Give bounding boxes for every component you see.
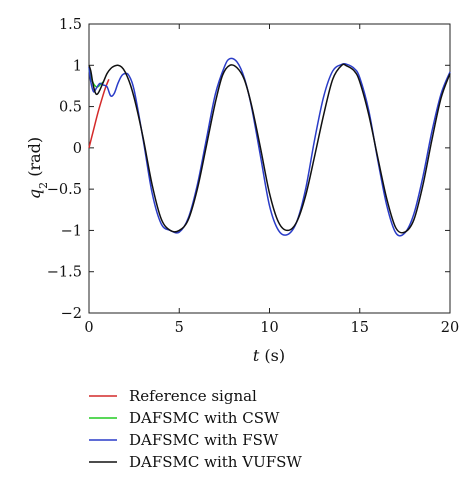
legend-label-csw: DAFSMC with CSW [129, 409, 280, 427]
x-axis-label: t (s) [253, 346, 285, 365]
x-tick-label: 0 [84, 320, 93, 336]
legend-label-reference: Reference signal [129, 387, 257, 405]
y-tick-label: 0 [73, 141, 82, 157]
x-tick-label: 10 [260, 320, 278, 336]
axis-ticks: 0 5 10 15 20 1.5 1 0.5 0 −0.5 −1 −1.5 −2 [47, 17, 459, 336]
plot-area [88, 23, 451, 314]
legend-label-fsw: DAFSMC with FSW [129, 431, 279, 449]
y-tick-label: 0.5 [59, 100, 82, 116]
y-tick-label: −2 [61, 306, 82, 322]
y-tick-label: −1 [61, 223, 82, 239]
x-tick-label: 20 [441, 320, 459, 336]
series-lines [88, 57, 451, 237]
y-tick-label: −1.5 [47, 265, 82, 281]
x-tick-label: 5 [175, 320, 184, 336]
y-tick-label: −0.5 [47, 182, 82, 198]
legend: Reference signal DAFSMC with CSW DAFSMC … [89, 387, 302, 471]
series-line-reference [88, 79, 110, 149]
series-line-vufsw [88, 63, 451, 234]
x-tick-label: 15 [351, 320, 369, 336]
y-tick-label: 1.5 [59, 17, 82, 33]
y-tick-label: 1 [73, 58, 82, 74]
y-axis-label: q2 (rad) [25, 137, 50, 199]
legend-label-vufsw: DAFSMC with VUFSW [129, 453, 302, 471]
series-line-csw [88, 69, 104, 88]
